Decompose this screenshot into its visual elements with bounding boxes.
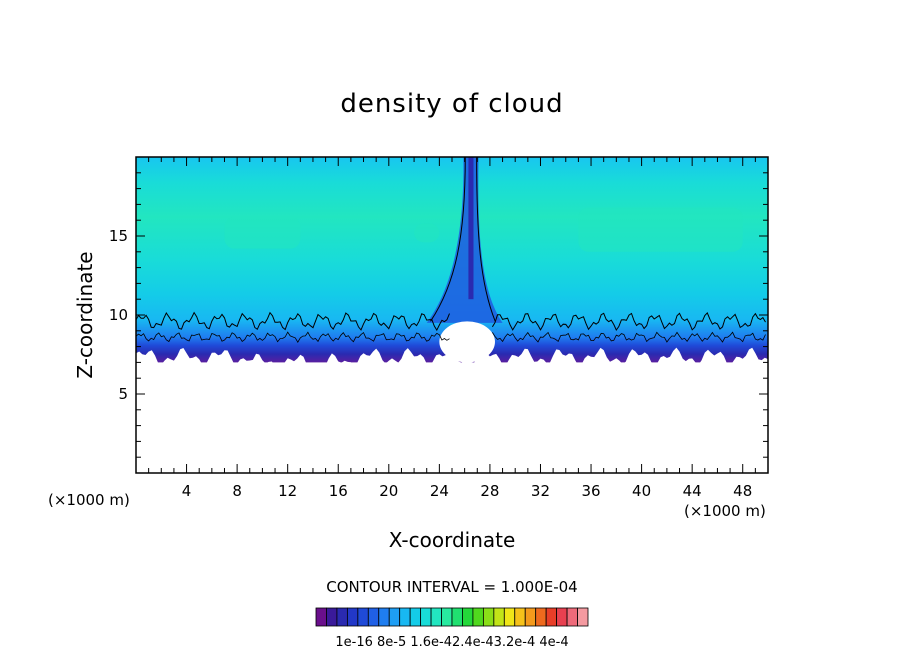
colorbar	[315, 607, 589, 627]
x-axis-label: X-coordinate	[389, 528, 516, 552]
contour-line	[135, 311, 766, 332]
contour-line	[135, 331, 766, 343]
colorbar-swatch	[388, 607, 401, 627]
x-tick-label: 12	[278, 482, 297, 500]
colorbar-swatch	[346, 607, 359, 627]
colorbar-swatch	[577, 607, 589, 627]
y-axis-label: Z-coordinate	[73, 251, 97, 378]
colorbar-swatch	[462, 607, 474, 627]
colorbar-swatch	[503, 607, 516, 627]
colorbar-swatch	[441, 607, 453, 627]
x-tick-label: 8	[232, 482, 242, 500]
plume-contour	[430, 156, 466, 322]
colorbar-swatch	[472, 607, 484, 627]
contour-interval-label: CONTOUR INTERVAL = 1.000E-04	[326, 578, 577, 596]
contour-lines	[135, 156, 766, 343]
colorbar-swatch	[336, 607, 348, 627]
colorbar-swatch	[409, 607, 422, 627]
high-density-band	[414, 223, 440, 243]
colorbar-swatch	[326, 607, 338, 627]
cloud-free-region	[136, 362, 768, 473]
plume-core	[468, 157, 474, 300]
colorbar-swatch	[556, 607, 568, 627]
colorbar-labels: 1e-16 8e-5 1.6e-42.4e-43.2e-4 4e-4	[335, 635, 568, 650]
x-tick-label: 20	[379, 482, 398, 500]
x-unit-right: (×1000 m)	[684, 502, 766, 520]
x-tick-label: 24	[430, 482, 449, 500]
y-tick-label: 15	[109, 227, 128, 245]
x-tick-label: 28	[480, 482, 499, 500]
cloud-density-field	[136, 157, 768, 473]
colorbar-swatch	[399, 607, 411, 627]
chart-title: density of cloud	[340, 89, 563, 119]
clear-gap	[439, 321, 495, 363]
x-tick-label: 4	[182, 482, 192, 500]
colorbar-swatch	[535, 607, 547, 627]
colorbar-swatch	[493, 607, 505, 627]
colorbar-swatch	[524, 607, 537, 627]
x-tick-label: 16	[329, 482, 348, 500]
y-tick-label: 10	[109, 306, 128, 324]
y-tick-label: 5	[118, 385, 128, 403]
x-tick-label: 36	[581, 482, 600, 500]
colorbar-swatch	[378, 607, 390, 627]
colorbar-swatch	[566, 607, 578, 627]
x-tick-label: 40	[632, 482, 651, 500]
x-axis-ticks: 4 8 12 16 20 24 28 32 36 40 44 48	[148, 157, 756, 500]
x-tick-label: 32	[531, 482, 550, 500]
x-tick-label: 44	[683, 482, 702, 500]
plume-contour	[476, 156, 496, 322]
x-unit-left: (×1000 m)	[48, 491, 130, 509]
colorbar-swatch	[451, 607, 463, 627]
high-density-band	[224, 217, 301, 249]
y-axis-ticks: 5 10 15	[109, 172, 768, 458]
x-tick-label: 48	[733, 482, 752, 500]
colorbar-swatch	[367, 607, 380, 627]
colorbar-swatch	[315, 607, 327, 627]
colorbar-swatch	[514, 607, 526, 627]
colorbar-swatch	[545, 607, 558, 627]
colorbar-swatch	[420, 607, 432, 627]
high-density-band	[578, 207, 743, 252]
colorbar-swatch	[482, 607, 495, 627]
colorbar-swatch	[430, 607, 442, 627]
colorbar-swatch	[357, 607, 369, 627]
